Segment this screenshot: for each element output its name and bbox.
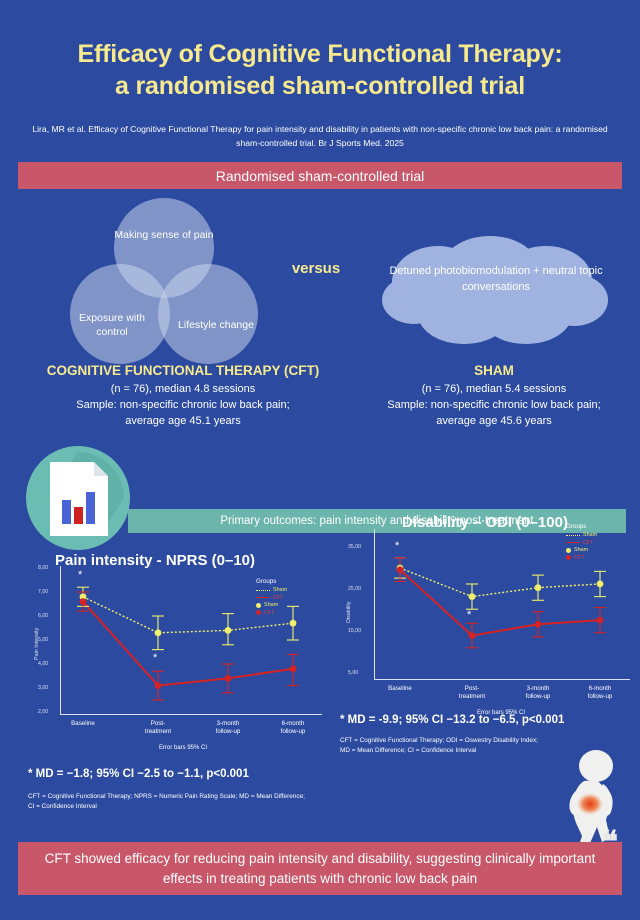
- circle-marker-icon: [566, 547, 571, 553]
- citation-text: Lira, MR et al. Efficacy of Cognitive Fu…: [32, 124, 608, 149]
- cloud-shape-icon: [382, 236, 608, 344]
- pain-chart-xtick-6month: 6-month follow-up: [280, 720, 306, 735]
- cft-components-venn: Exposure with control Lifestyle change M…: [62, 198, 262, 364]
- pain-chart-xtick-post: Post- treatment: [144, 720, 172, 735]
- pain-chart-ytick: 7,00: [38, 589, 49, 595]
- pain-chart-x-axis: [60, 714, 322, 715]
- arm-sham-sessions: (n = 76), median 5.4 sessions: [421, 383, 567, 395]
- legend-item-cft-line: CFT: [256, 595, 287, 601]
- venn-label-making-sense: Making sense of pain: [114, 229, 214, 242]
- arm-sham-sample: Sample: non-specific chronic low back pa…: [387, 398, 601, 411]
- pain-chart-plot: [77, 586, 299, 701]
- conclusion-banner: CFT showed efficacy for reducing pain in…: [18, 842, 622, 895]
- disability-odi-chart: Disability 35,00 25,00 15,00 5,00: [338, 505, 638, 735]
- pain-chart-significance-star: *: [78, 569, 83, 581]
- circle-marker-icon: [566, 555, 571, 560]
- odi-chart-ytick: 15,00: [348, 628, 361, 634]
- odi-chart-xtick-3month: 3-month follow-up: [525, 685, 551, 700]
- legend-item-cft-marker: CFT: [256, 610, 287, 616]
- odi-chart-x-axis: [374, 679, 630, 680]
- pain-chart-title: Pain intensity - NPRS (0–10): [54, 552, 256, 569]
- odi-chart-significance-star: *: [467, 609, 472, 621]
- arm-sham-age: average age 45.6 years: [436, 414, 552, 427]
- odi-mean-difference-note: * MD = -9.9; 95% CI −13.2 to −6.5, p<0.0…: [340, 714, 565, 726]
- odi-chart-significance-star: *: [395, 540, 400, 552]
- arm-sham-heading: SHAM: [474, 363, 514, 378]
- legend-item-cft-line: CFT: [566, 540, 597, 546]
- legend-title: Groups: [256, 578, 277, 585]
- odi-chart-xtick-post: Post- treatment: [458, 685, 486, 700]
- title-line-2: a randomised sham-controlled trial: [115, 72, 525, 100]
- page-title: Efficacy of Cognitive Functional Therapy…: [0, 38, 640, 102]
- solid-line-icon: [566, 542, 580, 543]
- venn-circle-making-sense: Making sense of pain: [114, 198, 214, 298]
- pain-chart-significance-star: *: [153, 652, 158, 664]
- arm-cft-age: average age 45.1 years: [125, 414, 241, 427]
- circle-marker-icon: [256, 602, 261, 608]
- legend-item-cft-marker: CFT: [566, 555, 597, 561]
- arm-cft-heading: COGNITIVE FUNCTIONAL THERAPY (CFT): [46, 363, 320, 378]
- pain-chart-ytick: 6,00: [38, 613, 49, 619]
- document-bar-chart-icon: [24, 444, 132, 552]
- odi-chart-xtick-baseline: Baseline: [388, 685, 412, 692]
- pain-chart-legend: Groups Sham CFT Sham CFT: [256, 578, 287, 617]
- pain-mean-difference-note: * MD = −1.8; 95% CI −2.5 to −1.1, p<0.00…: [28, 768, 249, 780]
- odi-chart-ytick: 25,00: [348, 586, 361, 592]
- legend-title: Groups: [566, 523, 587, 530]
- primary-outcomes-banner: Primary outcomes: pain intensity and dis…: [128, 509, 626, 533]
- odi-chart-ytick: 5,00: [348, 670, 359, 676]
- title-line-1: Efficacy of Cognitive Functional Therapy…: [77, 40, 563, 68]
- pain-chart-ytick: 8,00: [38, 565, 49, 571]
- odi-chart-title: Disability – ODI (0–100): [402, 514, 568, 531]
- legend-item-sham-line: Sham: [256, 587, 287, 593]
- primary-outcomes-label: Primary outcomes: pain intensity and dis…: [220, 515, 534, 527]
- pain-chart-ytick: 4,00: [38, 661, 49, 667]
- pain-abbreviations: CFT = Cognitive Functional Therapy; NPRS…: [28, 793, 305, 811]
- study-design-label: Randomised sham-controlled trial: [215, 167, 425, 184]
- sham-intervention-label: Detuned photobiomodulation + neutral top…: [389, 265, 603, 293]
- odi-abbreviations: CFT = Cognitive Functional Therapy; ODI …: [340, 737, 538, 755]
- dotted-line-icon: [566, 534, 580, 536]
- study-design-banner: Randomised sham-controlled trial: [18, 162, 622, 189]
- pain-intensity-chart: Pain Intensity 8,00 7,00 6,00 5,00 4,00 …: [28, 540, 338, 770]
- venn-label-lifestyle: Lifestyle change: [178, 319, 254, 332]
- circle-marker-icon: [256, 610, 261, 615]
- pain-chart-ytick: 5,00: [38, 637, 49, 643]
- venn-label-exposure: Exposure with control: [79, 312, 145, 338]
- odi-chart-ytick: 35,00: [348, 544, 361, 550]
- dotted-line-icon: [256, 589, 270, 591]
- solid-line-icon: [256, 597, 270, 598]
- legend-item-sham-marker: Sham: [256, 602, 287, 608]
- legend-item-sham-marker: Sham: [566, 547, 597, 553]
- arm-cft: COGNITIVE FUNCTIONAL THERAPY (CFT) (n = …: [8, 363, 358, 430]
- sham-intervention-cloud: Detuned photobiomodulation + neutral top…: [378, 234, 614, 352]
- pain-chart-xtick-baseline: Baseline: [71, 720, 95, 727]
- odi-chart-xtick-6month: 6-month follow-up: [587, 685, 613, 700]
- odi-chart-plot: [394, 557, 606, 649]
- arm-sham: SHAM (n = 76), median 5.4 sessions Sampl…: [352, 363, 636, 430]
- person-back-pain-icon: [548, 748, 634, 854]
- pain-chart-ytick: 2,00: [38, 709, 49, 715]
- arm-cft-sessions: (n = 76), median 4.8 sessions: [110, 383, 256, 395]
- pain-chart-error-note: Error bars 95% CI: [158, 745, 207, 751]
- arm-cft-sample: Sample: non-specific chronic low back pa…: [76, 398, 290, 411]
- odi-chart-y-axis: [374, 529, 375, 679]
- odi-chart-error-note: Error bars 95% CI: [476, 710, 525, 716]
- versus-label: versus: [291, 260, 341, 277]
- odi-chart-legend: Groups Sham CFT Sham CFT: [566, 523, 597, 562]
- conclusion-text: CFT showed efficacy for reducing pain in…: [44, 850, 596, 886]
- pain-chart-xtick-3month: 3-month follow-up: [215, 720, 241, 735]
- pain-chart-ytick: 3,00: [38, 685, 49, 691]
- legend-item-sham-line: Sham: [566, 532, 597, 538]
- pain-chart-y-axis: [60, 566, 61, 714]
